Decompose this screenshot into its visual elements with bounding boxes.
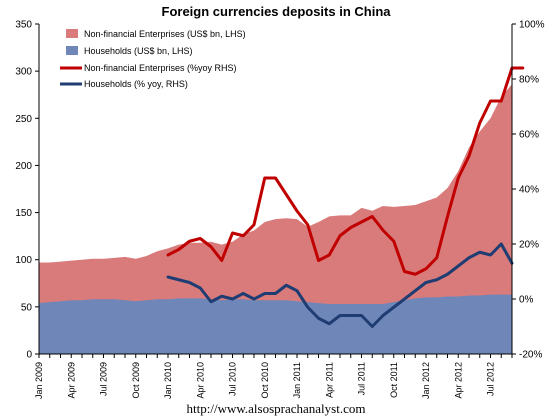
y-left-tick-label: 350: [15, 20, 32, 31]
y-left-tick-label: 300: [15, 67, 32, 78]
line-nonfinancial-enterprises-yoy: [166, 66, 525, 276]
line-households-yoy: [166, 242, 514, 328]
legend-label-nonfin-line: Non-financial Enterprises (%yoy RHS): [84, 63, 237, 73]
x-tick-label: Jan 2012: [421, 362, 431, 399]
x-tick-label: Jul 2011: [357, 362, 367, 395]
x-tick-label: Jul 2009: [99, 362, 109, 396]
x-tick-label: Jan 2010: [163, 362, 173, 399]
x-tick-label: Apr 2012: [453, 362, 463, 399]
y-left-tick-label: 250: [15, 114, 32, 125]
y-right-tick-label: 20%: [519, 240, 539, 251]
legend: Non-financial Enterprises (US$ bn, LHS) …: [60, 29, 246, 89]
y-left-tick-label: 100: [15, 255, 32, 266]
legend-swatch-nonfin-area: [66, 29, 78, 38]
y-right-tick-label: 100%: [519, 20, 545, 31]
x-tick-label: Jul 2010: [228, 362, 238, 396]
y-left-tick-label: 0: [26, 350, 32, 361]
x-tick-label: Apr 2010: [195, 362, 205, 399]
x-tick-label: Jul 2012: [486, 362, 496, 396]
y-right-tick-label: 0%: [519, 295, 534, 306]
y-right-tick-label: 60%: [519, 130, 539, 141]
x-tick-label: Apr 2009: [66, 362, 76, 399]
y-left-tick-label: 150: [15, 208, 32, 219]
legend-swatch-households-area: [66, 46, 78, 55]
x-tick-label: Oct 2010: [260, 362, 270, 399]
y-right-tick-label: -20%: [519, 350, 542, 361]
x-tick-label: Jan 2009: [34, 362, 44, 399]
y-left-tick-label: 200: [15, 161, 32, 172]
y-right-tick-label: 80%: [519, 75, 539, 86]
area-households: [39, 294, 512, 354]
x-tick-label: Oct 2009: [131, 362, 141, 399]
x-tick-label: Jan 2011: [292, 362, 302, 398]
area-nonfinancial-enterprises: [39, 84, 512, 354]
chart-title: Foreign currencies deposits in China: [162, 4, 392, 19]
legend-label-households-line: Households (% yoy, RHS): [84, 79, 188, 89]
legend-label-nonfin-area: Non-financial Enterprises (US$ bn, LHS): [84, 29, 246, 39]
x-tick-label: Oct 2011: [389, 362, 399, 398]
source-url: http://www.alsosprachanalyst.com: [187, 401, 366, 416]
legend-label-households-area: Households (US$ bn, LHS): [84, 46, 193, 56]
y-left-tick-label: 50: [21, 302, 33, 313]
x-tick-label: Apr 2011: [324, 362, 334, 398]
y-right-tick-label: 40%: [519, 185, 539, 196]
plot-area: 0 50 100 150 200 250 300 350 -20% 0% 20% 40% 60% 80% 1…: [15, 20, 544, 400]
